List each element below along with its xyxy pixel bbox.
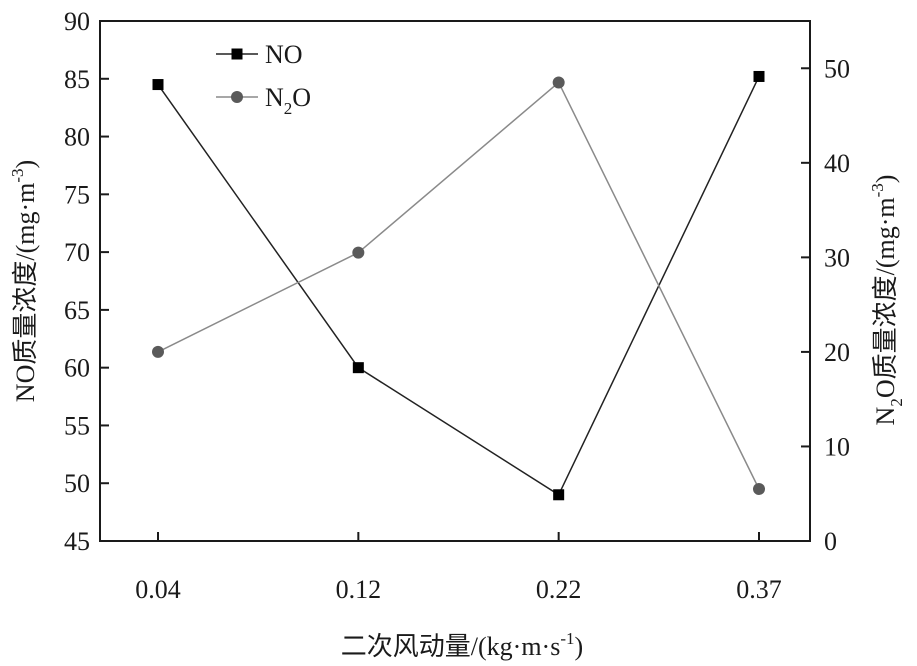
- left-y-tick-label: 90: [64, 7, 90, 36]
- left-y-tick-label: 70: [64, 238, 90, 267]
- n2o-line: [157, 81, 760, 490]
- n2o-point: [152, 345, 164, 358]
- left-y-tick-label: 50: [64, 469, 90, 498]
- legend-n2o-label: N2O: [265, 83, 311, 118]
- x-tick-label: 0.12: [336, 575, 382, 604]
- no-line: [157, 76, 760, 496]
- right-y-tick-label: 10: [824, 432, 850, 461]
- x-tick-label: 0.37: [736, 575, 782, 604]
- n2o-point: [552, 76, 565, 89]
- left-y-axis: 45 50 55 60 65 70 75 80 85 90: [64, 7, 109, 556]
- legend-n2o-marker: [231, 91, 243, 103]
- right-y-tick-label: 50: [824, 54, 850, 83]
- left-y-tick-label: 65: [64, 296, 90, 325]
- legend: NO N2O: [216, 40, 311, 118]
- left-y-tick-label: 60: [64, 354, 90, 383]
- right-y-tick-label: 0: [824, 527, 837, 556]
- left-y-tick-label: 55: [64, 411, 90, 440]
- plot-border: [99, 20, 811, 542]
- no-point: [753, 70, 765, 82]
- n2o-point: [753, 483, 765, 495]
- x-axis: 0.04 0.12 0.22 0.37: [135, 532, 782, 604]
- legend-no-label: NO: [265, 40, 303, 69]
- x-tick-label: 0.04: [135, 575, 181, 604]
- x-tick-label: 0.22: [536, 575, 582, 604]
- right-y-axis: 0 10 20 30 40 50: [801, 54, 850, 556]
- left-y-tick-label: 45: [64, 527, 90, 556]
- n2o-point: [352, 246, 365, 259]
- no-point: [352, 362, 364, 374]
- no-point: [553, 489, 565, 501]
- plot-frame: [99, 20, 811, 542]
- x-axis-title: 二次风动量/(kg·m·s-1): [341, 629, 583, 661]
- legend-no-marker: [231, 48, 243, 60]
- left-y-axis-title: NO质量浓度/(mg·m-3): [8, 160, 40, 402]
- left-y-tick-label: 85: [64, 65, 90, 94]
- left-y-tick-label: 75: [64, 180, 90, 209]
- right-y-tick-label: 30: [824, 243, 850, 272]
- right-y-tick-label: 20: [824, 338, 850, 367]
- series-layer: [152, 70, 765, 501]
- left-y-tick-label: 80: [64, 123, 90, 152]
- right-y-axis-title: N2O质量浓度/(mg·m-3): [868, 175, 906, 426]
- no-point: [152, 79, 164, 91]
- right-y-tick-label: 40: [824, 149, 850, 178]
